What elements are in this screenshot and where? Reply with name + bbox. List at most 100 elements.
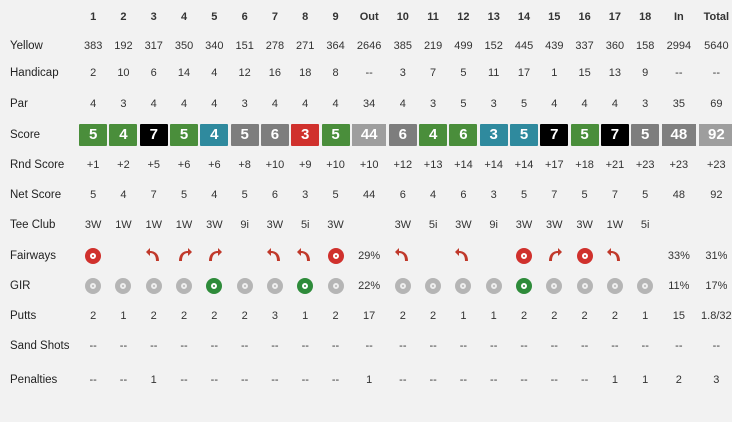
- tee-club-cell: 3W: [206, 219, 223, 231]
- putts-cell: 2: [241, 310, 248, 322]
- score-cell: 5: [229, 119, 259, 150]
- score-box: 5: [510, 123, 538, 146]
- header-cell: 17: [608, 10, 622, 23]
- net-score-cell: 44: [363, 188, 376, 201]
- sand-shots-cell: --: [611, 340, 619, 352]
- score-cell: 7: [539, 119, 569, 150]
- sand-shots-cell: --: [271, 340, 279, 352]
- penalties-cell: --: [89, 374, 97, 386]
- par-cell: 4: [271, 97, 278, 110]
- gir-cell: [320, 271, 350, 301]
- grey-target-icon: [546, 278, 563, 294]
- net-score-cell: 7: [611, 188, 618, 201]
- fairways-cell: [139, 240, 169, 271]
- score-cell: 7: [139, 119, 169, 150]
- tee-club-cell: 9i: [489, 219, 498, 231]
- row-label-score: Score: [10, 128, 41, 141]
- penalties-cell: --: [331, 374, 340, 386]
- par-cell: 5: [460, 97, 467, 110]
- penalties-cell: --: [520, 374, 528, 386]
- grey-target-icon: [606, 278, 623, 294]
- sand-shots-cell: --: [119, 340, 128, 352]
- putts-cell: 1: [642, 310, 649, 322]
- handicap-cell: 1: [551, 67, 558, 79]
- putts-cell: 1: [490, 310, 497, 322]
- grey-target-icon: [145, 278, 162, 294]
- fairways-cell: [630, 240, 660, 271]
- penalties-cell: --: [271, 374, 279, 386]
- score-box: 5: [170, 123, 199, 146]
- putts-cell: 2: [551, 310, 558, 322]
- fairways-cell: [260, 240, 290, 271]
- header-cell: 15: [548, 10, 561, 23]
- yellow-cell: 152: [484, 39, 503, 52]
- score-cell: 48: [660, 119, 697, 150]
- penalties-cell: --: [210, 374, 218, 386]
- score-box: 4: [200, 123, 229, 146]
- tee-club-cell: [697, 210, 732, 240]
- green-target-icon: [297, 278, 314, 294]
- header-cell: Out: [359, 10, 379, 23]
- header-cell: 10: [396, 10, 409, 23]
- fairways-cell: [199, 240, 229, 271]
- score-box: 6: [388, 123, 417, 146]
- grey-target-icon: [176, 278, 193, 294]
- penalties-cell: --: [119, 374, 128, 386]
- penalties-cell: 1: [611, 374, 618, 386]
- row-label-fairways: Fairways: [10, 249, 57, 262]
- row-label-tee-club: Tee Club: [10, 219, 56, 231]
- penalties-cell: --: [550, 374, 558, 386]
- gir-cell: [139, 271, 169, 301]
- par-cell: 3: [490, 97, 497, 110]
- net-score-cell: 4: [430, 188, 437, 201]
- tee-club-cell: 3W: [266, 219, 284, 231]
- penalties-cell: 2: [675, 374, 682, 386]
- par-cell: 4: [551, 97, 558, 110]
- score-cell: 92: [697, 119, 732, 150]
- row-label-gir: GIR: [10, 280, 31, 292]
- sand-shots-cell: --: [712, 340, 720, 352]
- score-box: 4: [109, 123, 138, 146]
- par-cell: 4: [399, 97, 406, 110]
- fairways-cell: [388, 240, 418, 271]
- sand-shots-cell: --: [150, 340, 158, 352]
- rnd-score-cell: +23: [635, 158, 655, 171]
- handicap-cell: 13: [608, 67, 622, 79]
- sand-shots-cell: --: [675, 340, 683, 352]
- net-score-cell: 4: [211, 188, 218, 201]
- tee-club-cell: 3W: [327, 219, 344, 231]
- putts-cell: 1: [120, 310, 127, 322]
- yellow-cell: 317: [144, 39, 163, 52]
- yellow-cell: 278: [265, 39, 285, 52]
- scorecard-grid: 1 2 3 4 5 6 7 8 9 Out 10 11 12 13 14 15 16 17 18 In Total Yel…: [10, 10, 732, 386]
- yellow-cell: 271: [296, 39, 315, 52]
- score-cell: 4: [418, 119, 448, 150]
- yellow-cell: 5640: [704, 39, 729, 52]
- grey-target-icon: [266, 278, 283, 294]
- putts-cell: 2: [611, 310, 618, 322]
- par-cell: 5: [520, 97, 528, 110]
- sand-shots-cell: --: [641, 340, 649, 352]
- handicap-cell: 14: [177, 67, 191, 79]
- sand-shots-cell: --: [550, 340, 558, 352]
- score-box: 7: [600, 123, 629, 146]
- par-cell: 4: [180, 97, 188, 110]
- net-score-cell: 6: [460, 188, 467, 201]
- row-label-handicap: Handicap: [10, 67, 59, 79]
- par-cell: 35: [672, 97, 685, 110]
- gir-cell: [569, 271, 599, 301]
- fairways-cell: [569, 240, 599, 271]
- par-cell: 4: [90, 97, 97, 110]
- handicap-cell: 3: [399, 67, 406, 79]
- gir-cell: [630, 271, 660, 301]
- score-cell: 4: [199, 119, 229, 150]
- tee-club-cell: 1W: [115, 219, 132, 231]
- score-cell: 4: [108, 119, 138, 150]
- handicap-cell: 6: [150, 67, 157, 79]
- score-box: 5: [230, 123, 259, 146]
- putts-cell: 2: [430, 310, 437, 322]
- gir-cell: [169, 271, 199, 301]
- penalties-cell: --: [490, 374, 498, 386]
- score-box: 5: [321, 123, 350, 146]
